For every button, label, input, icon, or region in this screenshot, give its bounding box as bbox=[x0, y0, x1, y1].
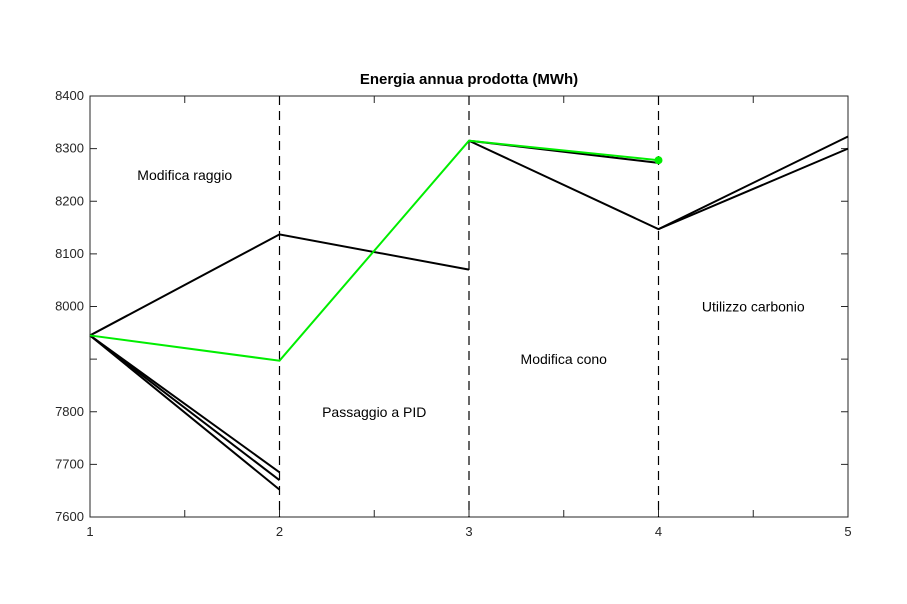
series-line bbox=[89, 334, 281, 481]
series-line bbox=[468, 135, 849, 231]
phase-annotation: Passaggio a PID bbox=[322, 404, 426, 420]
chart-title: Energia annua prodotta (MWh) bbox=[360, 71, 578, 88]
series-line bbox=[89, 139, 659, 362]
series-line bbox=[89, 334, 281, 491]
phase-annotation: Modifica cono bbox=[521, 351, 608, 367]
phase-annotation: Modifica raggio bbox=[137, 167, 232, 183]
x-tick-label: 1 bbox=[86, 524, 93, 539]
y-tick-label: 7600 bbox=[55, 509, 84, 524]
y-tick-label: 7800 bbox=[55, 404, 84, 419]
series-end-marker bbox=[654, 156, 663, 165]
phase-annotation: Utilizzo carbonio bbox=[702, 299, 805, 315]
y-tick-label: 8300 bbox=[55, 141, 84, 156]
x-tick-label: 5 bbox=[844, 524, 851, 539]
y-tick-label: 8400 bbox=[55, 88, 84, 103]
series-line bbox=[658, 147, 849, 231]
series-line bbox=[89, 334, 281, 474]
x-tick-label: 2 bbox=[276, 524, 283, 539]
y-tick-label: 8100 bbox=[55, 246, 84, 261]
y-tick-label: 8000 bbox=[55, 299, 84, 314]
y-tick-label: 8200 bbox=[55, 193, 84, 208]
x-tick-label: 3 bbox=[465, 524, 472, 539]
plot-area: 7600 7700 7800 8000 8100 8200 8300 8400 1 2 3 4 5 Mod… bbox=[55, 88, 852, 539]
x-tick-label: 4 bbox=[655, 524, 662, 539]
series-line bbox=[89, 233, 470, 337]
y-tick-label: 7700 bbox=[55, 456, 84, 471]
